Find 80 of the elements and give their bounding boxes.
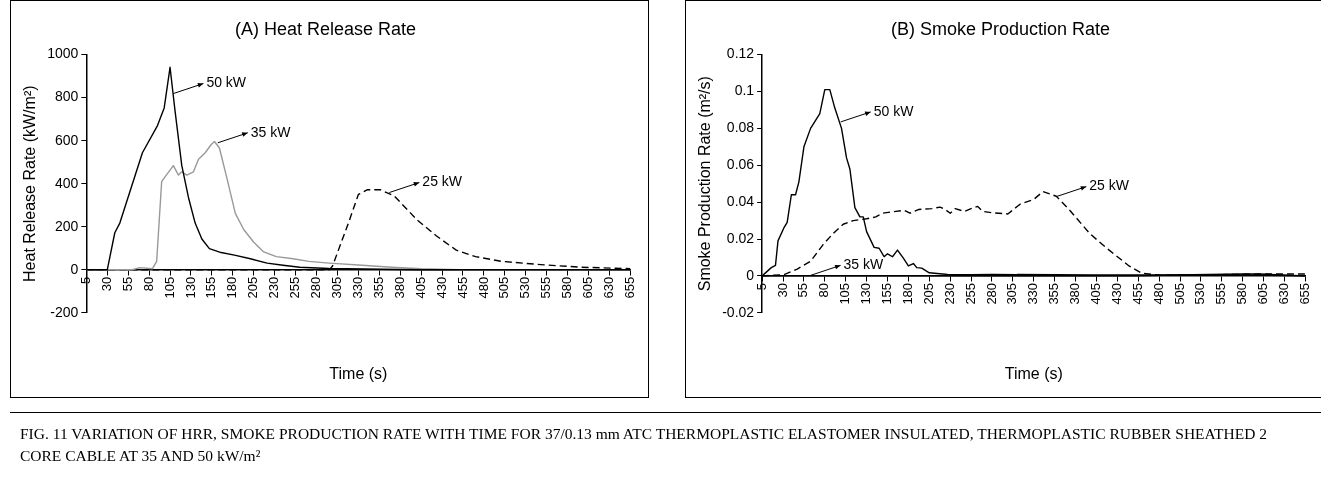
x-tick-label: 105 [837,282,853,305]
annotation: 25 kW [422,173,463,190]
x-tick-label: 80 [140,276,156,292]
annotation: 35 kW [250,123,292,140]
x-tick-label: 255 [287,276,303,299]
x-tick-label: 630 [1276,282,1292,305]
x-tick-label: 305 [329,276,345,299]
x-tick-label: 255 [962,282,978,305]
chart-title: (B) Smoke Production Rate [890,18,1111,39]
x-tick-label: 405 [1088,282,1104,305]
y-tick-label: 0.04 [726,193,755,209]
x-tick-label: 630 [601,276,617,299]
y-tick-label: -0.02 [722,303,755,320]
x-tick-label: 330 [349,276,365,299]
y-tick-label: 0.06 [726,156,755,173]
x-tick-label: 130 [858,282,874,305]
y-tick-label: 1000 [47,45,79,62]
chart-title: (A) Heat Release Rate [234,18,417,39]
x-tick-label: 430 [433,276,449,299]
x-tick-label: 505 [1171,282,1187,305]
y-tick-label: 0.1 [734,82,755,99]
x-tick-label: 530 [517,276,533,299]
x-tick-label: 530 [1192,282,1208,305]
x-tick-label: 555 [538,276,554,299]
x-tick-label: 305 [1004,282,1020,305]
x-tick-label: 205 [920,282,936,305]
x-tick-label: 580 [559,276,575,299]
x-tick-label: 155 [203,276,219,299]
x-tick-label: 180 [224,276,240,299]
x-tick-label: 105 [161,276,177,299]
x-tick-label: 280 [983,282,999,305]
x-tick-label: 130 [182,276,198,299]
x-tick-label: 455 [1129,282,1145,305]
y-tick-label: 400 [54,174,79,191]
x-tick-label: 380 [391,276,407,299]
x-tick-label: 605 [1255,282,1271,305]
x-tick-label: 30 [774,282,790,298]
y-tick-label: 0.08 [726,119,755,136]
x-tick-label: 155 [879,282,895,305]
x-tick-label: 455 [454,276,470,299]
x-tick-label: 205 [245,276,261,299]
annotation: 35 kW [843,256,885,273]
y-axis-title: Heat Release Rate (kW/m²) [21,85,39,282]
annotation: 50 kW [873,102,915,119]
x-tick-label: 55 [795,282,811,298]
y-tick-label: 0 [746,266,755,283]
y-tick-label: 0.12 [726,45,755,62]
y-tick-label: 0 [70,260,79,277]
x-tick-label: 580 [1234,282,1250,305]
x-tick-label: 555 [1213,282,1229,305]
x-tick-label: 480 [475,276,491,299]
x-tick-label: 355 [1046,282,1062,305]
y-tick-label: 800 [54,88,79,105]
x-tick-label: 55 [119,276,135,292]
x-axis-title: Time (s) [329,364,388,382]
caption: FIG. 11 VARIATION OF HRR, SMOKE PRODUCTION RATE WITH TIME FOR 37/0.13 mm ATC THERMOPLASTIC ELASTOMER INSULATED, THERMOPLASTIC RUBBER SHEATHED 2 CORE CABLE AT 35 AND 50 kW/m² [20,424,1268,466]
y-tick-label: 200 [54,217,79,234]
x-tick-label: 380 [1067,282,1083,305]
x-tick-label: 655 [621,276,637,299]
y-tick-label: 600 [54,131,79,148]
x-tick-label: 280 [308,276,324,299]
x-tick-label: 430 [1108,282,1124,305]
x-tick-label: 230 [266,276,282,299]
x-tick-label: 80 [816,282,832,298]
x-tick-label: 180 [899,282,915,305]
y-tick-label: -200 [50,303,79,320]
x-axis-title: Time (s) [1004,364,1063,382]
x-tick-label: 505 [496,276,512,299]
x-tick-label: 230 [941,282,957,305]
x-tick-label: 330 [1025,282,1041,305]
annotation: 25 kW [1089,177,1130,194]
x-tick-label: 30 [98,276,114,292]
y-tick-label: 0.02 [726,229,755,246]
x-tick-label: 355 [370,276,386,299]
annotation: 50 kW [206,74,247,91]
x-tick-label: 480 [1150,282,1166,305]
x-tick-label: 405 [412,276,428,299]
x-tick-label: 655 [1296,282,1312,305]
x-tick-label: 605 [580,276,596,299]
y-axis-title: Smoke Production Rate (m²/s) [696,76,714,292]
